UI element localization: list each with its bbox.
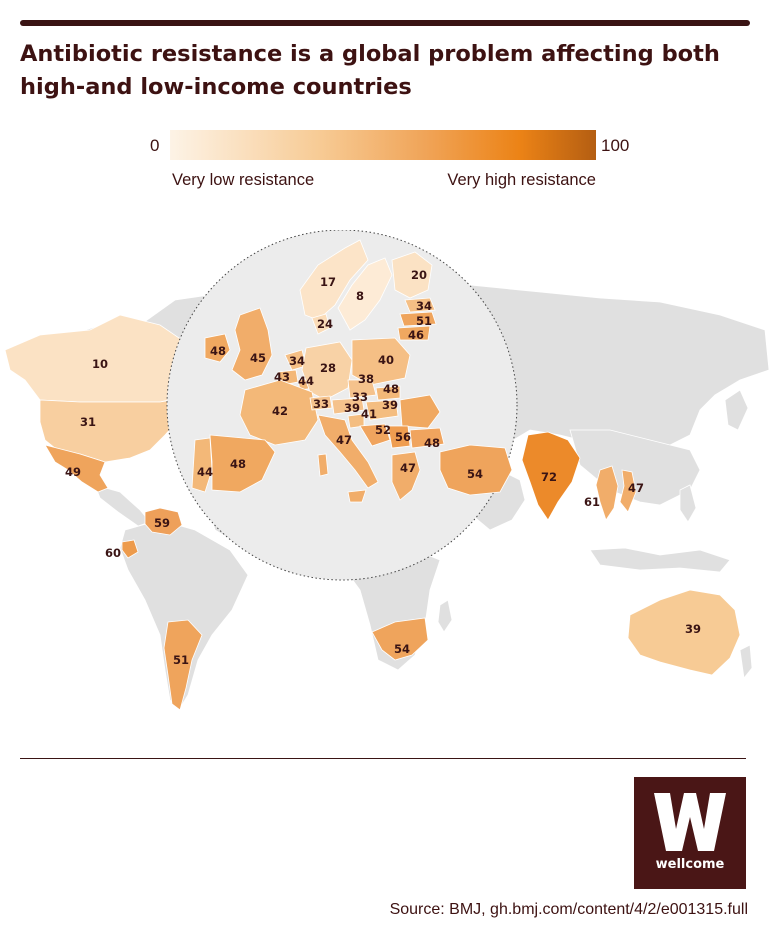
- country-greece: [391, 451, 421, 501]
- country-czechia: [347, 379, 377, 399]
- country-argentina: [163, 619, 203, 711]
- legend-low-label: Very low resistance: [172, 171, 315, 189]
- country-portugal: [191, 437, 213, 493]
- country-romania: [399, 394, 441, 429]
- label-poland: 40: [378, 353, 394, 367]
- chart-title: Antibiotic resistance is a global proble…: [20, 41, 720, 100]
- country-germany: [301, 341, 353, 401]
- label-belgium: 43: [274, 370, 290, 384]
- label-latvia: 51: [416, 314, 432, 328]
- label-canada: 10: [92, 357, 108, 371]
- legend-min-label: 0: [150, 136, 160, 155]
- legend-color-scale: [170, 130, 596, 160]
- country-ecuador: [121, 539, 139, 559]
- country-venezuela: [144, 507, 183, 536]
- country-bulgaria: [409, 427, 445, 449]
- label-uk: 45: [250, 351, 266, 365]
- country-ireland: [204, 333, 231, 363]
- country-mexico: [44, 444, 109, 493]
- label-india: 72: [541, 470, 557, 484]
- country-italy: [317, 414, 379, 489]
- label-czechia: 38: [358, 372, 374, 386]
- country-croatia: [359, 423, 391, 447]
- country-poland: [351, 337, 411, 386]
- label-vietnam: 47: [628, 481, 644, 495]
- label-serbia: 52: [375, 423, 391, 437]
- label-slovenia: 39: [344, 401, 360, 415]
- value-labels: 10 31 49 59 60 51 54 72 61 47 39 17 8 20…: [65, 268, 701, 667]
- label-australia: 39: [685, 622, 701, 636]
- label-austria: 33: [352, 390, 368, 404]
- europe-inset: [166, 230, 518, 581]
- country-spain: [209, 434, 276, 493]
- country-thailand: [595, 465, 619, 521]
- country-finland: [391, 251, 433, 299]
- label-slovakia: 48: [383, 382, 399, 396]
- country-latvia: [399, 311, 437, 327]
- label-usa: 31: [80, 415, 96, 429]
- country-australia: [627, 589, 741, 676]
- label-portugal: 44: [197, 465, 213, 479]
- country-estonia: [404, 297, 436, 313]
- country-south-africa: [371, 617, 429, 661]
- label-ireland: 48: [210, 344, 226, 358]
- label-croatia: 41: [361, 407, 377, 421]
- country-india: [521, 431, 581, 521]
- country-austria: [331, 397, 365, 415]
- country-lithuania: [397, 325, 431, 341]
- label-lithuania: 46: [408, 328, 424, 342]
- label-bulgaria: 48: [424, 436, 440, 450]
- legend-max-label: 100: [601, 136, 630, 155]
- label-south-africa: 54: [394, 642, 410, 656]
- label-switzerland: 33: [313, 397, 329, 411]
- country-norway: [299, 239, 369, 321]
- label-estonia: 34: [416, 299, 432, 313]
- wellcome-w-mark: [654, 793, 726, 851]
- label-germany: 28: [320, 361, 336, 375]
- label-italy: 47: [336, 433, 352, 447]
- country-switzerland: [309, 395, 333, 411]
- label-mexico: 49: [65, 465, 81, 479]
- label-sweden: 8: [356, 289, 364, 303]
- label-spain: 48: [230, 457, 246, 471]
- country-turkey: [439, 444, 513, 496]
- label-luxembourg: 44: [298, 374, 314, 388]
- country-sicily: [347, 489, 367, 503]
- label-denmark: 24: [317, 317, 333, 331]
- label-france: 42: [272, 404, 288, 418]
- label-romania: 56: [395, 430, 411, 444]
- country-serbia: [387, 425, 411, 449]
- label-netherlands: 34: [289, 354, 305, 368]
- source-note: Source: BMJ, gh.bmj.com/content/4/2/e001…: [389, 901, 748, 918]
- label-finland: 20: [411, 268, 427, 282]
- bottom-rule: [20, 758, 746, 759]
- wellcome-logo: wellcome: [634, 777, 746, 889]
- label-venezuela: 59: [154, 516, 170, 530]
- label-greece: 47: [400, 461, 416, 475]
- label-norway: 17: [320, 275, 336, 289]
- country-france: [239, 379, 319, 446]
- country-shapes: [4, 314, 741, 711]
- country-sweden: [337, 257, 393, 331]
- label-ecuador: 60: [105, 546, 121, 560]
- label-hungary: 39: [382, 398, 398, 412]
- country-sardinia: [317, 453, 329, 477]
- world-map: 10 31 49 59 60 51 54 72 61 47 39 17 8 20…: [4, 230, 769, 711]
- country-uk: [231, 307, 273, 381]
- country-vietnam: [619, 469, 637, 513]
- label-argentina: 51: [173, 653, 189, 667]
- country-denmark: [311, 313, 331, 335]
- label-turkey: 54: [467, 467, 483, 481]
- label-thailand: 61: [584, 495, 600, 509]
- top-rule: [20, 20, 750, 26]
- wellcome-logo-text: wellcome: [655, 857, 725, 872]
- legend-high-label: Very high resistance: [447, 171, 596, 189]
- country-slovakia: [375, 385, 401, 401]
- country-hungary: [365, 399, 399, 421]
- country-usa: [39, 397, 186, 463]
